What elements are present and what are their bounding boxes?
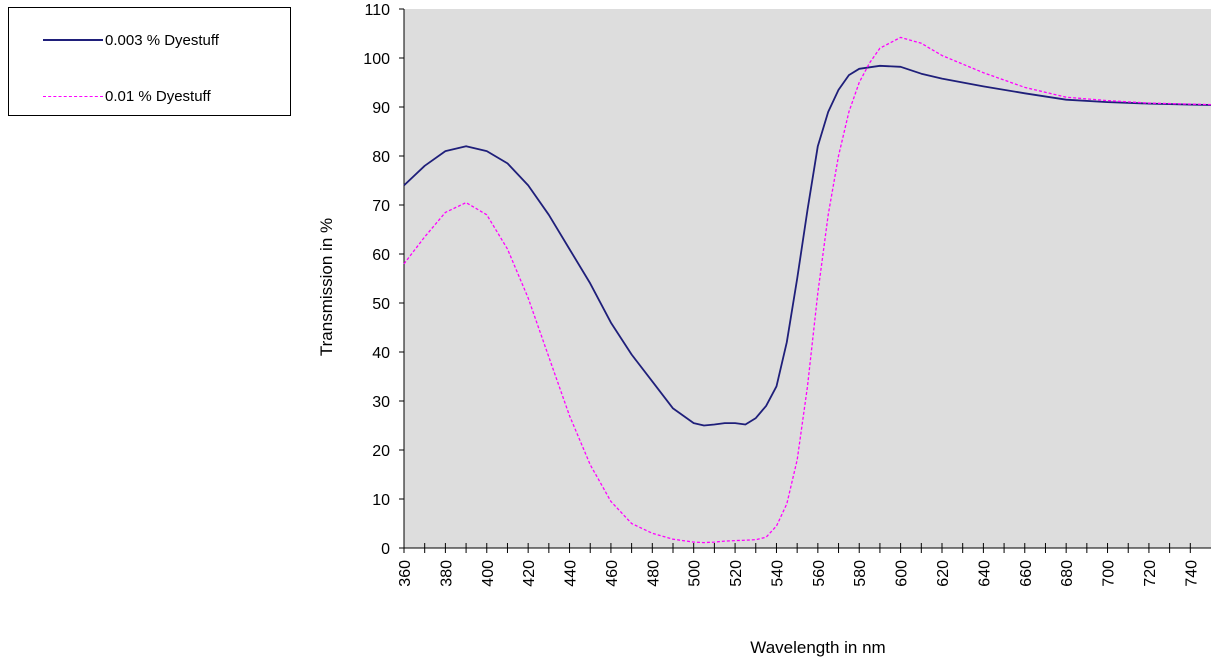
x-tick-label: 580 [852, 560, 869, 587]
y-tick-label: 10 [372, 492, 390, 509]
y-tick-label: 100 [363, 51, 390, 68]
legend-swatch-series-2 [43, 95, 103, 97]
y-axis-title: Transmission in % [317, 218, 336, 356]
legend-label-series-1: 0.003 % Dyestuff [105, 31, 219, 49]
y-tick-label: 70 [372, 198, 390, 215]
x-tick-label: 360 [397, 560, 414, 587]
y-tick-label: 80 [372, 149, 390, 166]
x-tick-label: 460 [604, 560, 621, 587]
x-tick-label: 520 [728, 560, 745, 587]
x-tick-label: 380 [438, 560, 455, 587]
x-tick-label: 440 [563, 560, 580, 587]
plot-area [404, 9, 1211, 548]
x-tick-label: 720 [1142, 560, 1159, 587]
y-tick-label: 0 [381, 541, 390, 558]
y-tick-label: 50 [372, 296, 390, 313]
x-tick-label: 600 [894, 560, 911, 587]
y-tick-label: 40 [372, 345, 390, 362]
legend-item-series-1: 0.003 % Dyestuff [43, 30, 219, 50]
legend: 0.003 % Dyestuff 0.01 % Dyestuff [8, 7, 291, 116]
x-tick-label: 560 [811, 560, 828, 587]
y-tick-label: 90 [372, 100, 390, 117]
x-tick-label: 500 [687, 560, 704, 587]
y-tick-label: 60 [372, 247, 390, 264]
x-tick-label: 480 [645, 560, 662, 587]
series-line-2 [403, 36, 1211, 544]
y-tick-label: 20 [372, 443, 390, 460]
x-tick-label: 620 [935, 560, 952, 587]
series-line-1 [403, 64, 1211, 427]
x-tick-label: 420 [521, 560, 538, 587]
x-tick-label: 740 [1183, 560, 1200, 587]
legend-item-series-2: 0.01 % Dyestuff [43, 86, 211, 106]
x-tick-label: 640 [976, 560, 993, 587]
x-tick-label: 660 [1018, 560, 1035, 587]
y-tick-label: 30 [372, 394, 390, 411]
legend-label-series-2: 0.01 % Dyestuff [105, 87, 211, 105]
x-tick-label: 700 [1101, 560, 1118, 587]
y-tick-label: 110 [364, 2, 390, 19]
x-tick-label: 400 [480, 560, 497, 587]
x-tick-label: 680 [1059, 560, 1076, 587]
x-axis-title: Wavelength in nm [750, 638, 885, 657]
legend-swatch-series-1 [43, 39, 103, 41]
x-tick-label: 540 [769, 560, 786, 587]
